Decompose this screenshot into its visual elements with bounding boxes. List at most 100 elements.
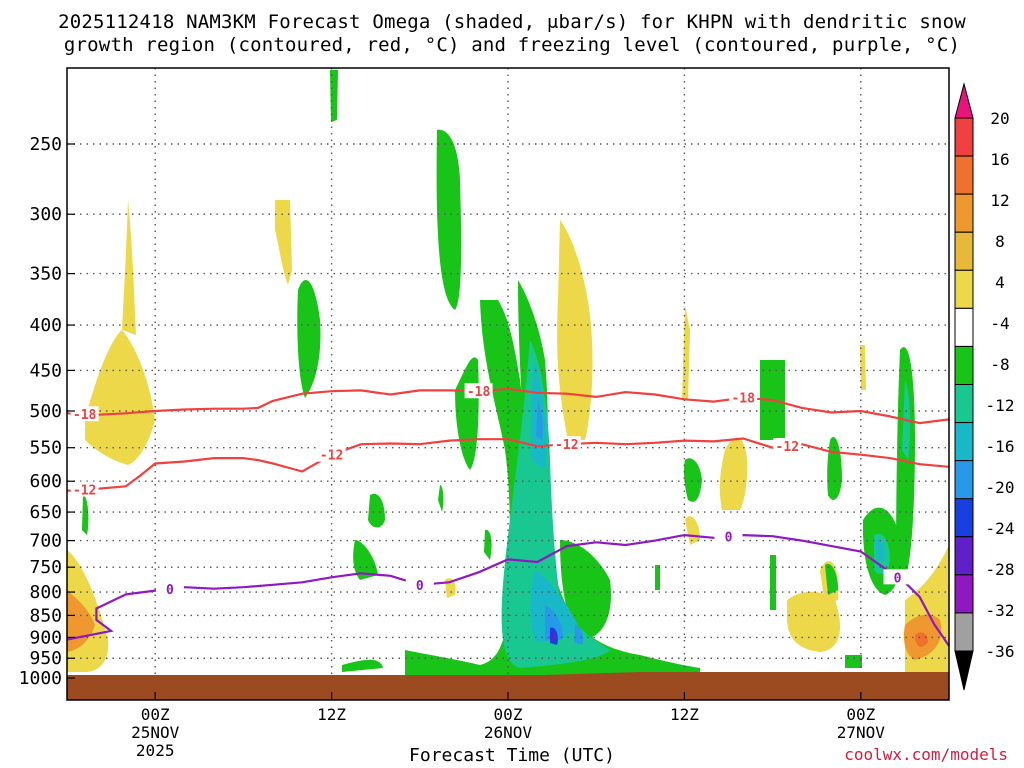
contour-label-bg [729,389,758,405]
contour-label: 0 [416,579,424,594]
contour-label-bg [552,436,581,452]
ground-top [67,672,949,682]
omega-region [368,493,385,528]
colorbar-bottom-arrow [954,650,974,691]
omega-shading [67,70,949,680]
omega-region [501,340,610,668]
x-tick-label: 12Z [670,705,699,724]
contour-label-bg [70,481,99,497]
omega-region [574,625,584,645]
colorbar-label: -20 [986,478,1015,497]
y-tick-label: 700 [29,531,62,552]
y-tick-label: 450 [29,360,62,381]
contour-line--18 [66,387,950,425]
x-tick-label: 00Z [141,705,170,724]
omega-region [685,516,700,545]
omega-region [330,70,338,122]
contour-label: -18 [467,385,491,400]
contour-label: 0 [894,571,902,586]
omega-region [545,605,563,640]
y-tick-label: 850 [29,605,62,626]
colorbar-segment [954,269,974,309]
y-tick-label: 650 [29,502,62,523]
colorbar-segment [954,231,974,271]
x-tick-label: 2025 [136,741,175,760]
contour-label-bg [317,446,346,462]
omega-region [436,129,462,310]
colorbar-segment [954,422,974,462]
x-tick-label: 25NOV [131,723,180,742]
y-tick-label: 250 [29,134,62,155]
colorbar-segment [954,536,974,576]
omega-region [551,631,556,641]
omega-region [85,330,155,465]
colorbar-label: -12 [986,396,1015,415]
omega-region [915,632,928,647]
colorbar-label: 12 [990,191,1009,210]
omega-region [342,659,383,672]
colorbar-label: -32 [986,601,1015,620]
y-tick-label: 550 [29,438,62,459]
contour-label: -12 [776,440,799,455]
omega-region [536,400,543,440]
omega-region [860,345,866,390]
colorbar-segment [954,193,974,233]
colorbar-segment [954,460,974,500]
colorbar-segment [954,117,974,157]
chart-title-line1: 2025112418 NAM3KM Forecast Omega (shaded… [58,11,966,33]
y-tick-label: 500 [29,401,62,422]
omega-region [896,347,915,580]
x-tick-label: 00Z [494,705,523,724]
contour-label: -12 [73,484,96,499]
colorbar-segment [954,498,974,538]
x-axis-title: Forecast Time (UTC) [409,745,615,766]
omega-region [876,539,885,562]
y-tick-label: 300 [29,204,62,225]
y-axis: 2503003504004505005506006507007508008509… [19,134,75,689]
omega-region [82,495,89,535]
omega-region [719,437,748,510]
y-tick-label: 350 [29,264,62,285]
colorbar-top-arrow [954,82,974,119]
omega-region [825,563,838,595]
colorbar-segment [954,612,974,652]
omega-region [560,540,611,640]
y-tick-label: 900 [29,627,62,648]
omega-region [275,200,292,285]
y-tick-label: 950 [29,648,62,669]
y-tick-label: 800 [29,582,62,603]
y-tick-label: 1000 [19,668,62,689]
omega-region [845,655,862,668]
colorbar-label: 16 [990,150,1009,169]
colorbar-segment [954,155,974,195]
x-tick-label: 27NOV [837,723,886,742]
contour-label-bg [70,406,99,422]
contour-label: -18 [73,408,97,423]
colorbar-label: 4 [995,273,1005,292]
colorbar-label: -24 [986,519,1015,538]
omega-region [682,305,690,400]
site-credit: coolwx.com/models [844,745,1008,764]
colorbar-segment [954,384,974,424]
contour-label-bg [155,580,184,596]
contour-label-bg [464,383,493,399]
colorbar-label: -8 [990,355,1009,374]
omega-region [353,540,378,580]
x-tick-label: 00Z [846,705,875,724]
contour-label: 0 [725,530,733,545]
y-tick-label: 750 [29,557,62,578]
y-tick-label: 600 [29,471,62,492]
omega-region [438,485,444,512]
omega-region [557,220,593,440]
contour-labels: -18 -18 -18 -12 -12 -12 -12 0 0 0 0 [70,383,912,598]
contour-label: -18 [731,392,755,407]
x-tick-label: 26NOV [484,723,533,742]
contour-label-bg [714,528,743,544]
colorbar-label: 20 [990,109,1009,128]
colorbar-label: 8 [995,232,1005,251]
chart-title-line2: growth region (contoured, red, °C) and f… [63,34,961,56]
colorbar-segment [954,574,974,614]
colorbar-label: -36 [986,642,1015,661]
